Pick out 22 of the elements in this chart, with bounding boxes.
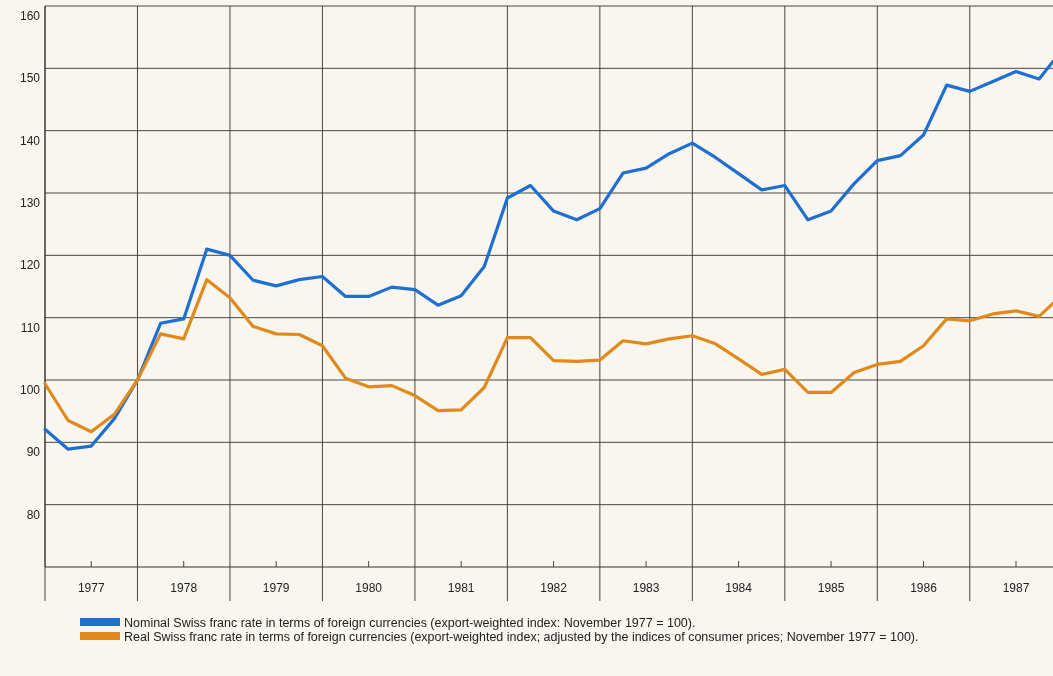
x-tick-label: 1980: [355, 581, 383, 595]
y-tick-label: 90: [26, 445, 41, 460]
y-tick-label: 120: [19, 258, 41, 273]
y-tick-label: 160: [19, 9, 41, 23]
x-tick-label: 1979: [262, 581, 290, 595]
y-tick-label: 140: [19, 133, 41, 148]
x-tick-label: 1977: [77, 581, 105, 595]
x-tick-label: 1987: [1002, 581, 1030, 595]
y-tick-label: 100: [19, 383, 41, 397]
x-tick-label: 1981: [447, 581, 475, 595]
y-tick-label: 80: [26, 507, 41, 522]
x-tick-label: 1982: [540, 581, 568, 595]
x-tick-label: 1978: [170, 581, 198, 595]
x-tick-label: 1985: [817, 581, 845, 595]
y-tick-label: 110: [20, 320, 41, 335]
y-tick-label: 150: [19, 71, 41, 86]
legend-label: Nominal Swiss franc rate in terms of foreign currencies (export-weighted index: November 1977 = 100).: [124, 616, 696, 630]
x-tick-label: 1984: [725, 581, 753, 595]
y-tick-label: 130: [19, 196, 41, 210]
legend-label: Real Swiss franc rate in terms of foreign currencies (export-weighted index; adjusted by the indices of consumer prices; November 1977 = 100).: [124, 630, 919, 644]
x-tick-label: 1986: [910, 581, 938, 595]
x-tick-label: 1983: [632, 581, 660, 595]
